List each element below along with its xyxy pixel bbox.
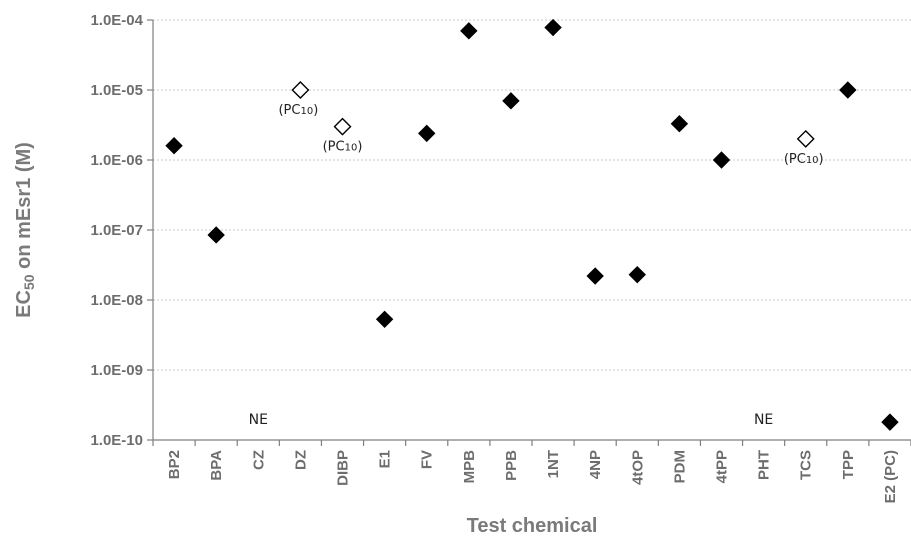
x-tick-label: 4tOP — [629, 450, 646, 485]
data-point — [712, 151, 731, 169]
y-tick-label: 1.0E-05 — [90, 82, 143, 99]
y-tick-label: 1.0E-09 — [90, 362, 143, 379]
pc10-annotation: (PC10) — [278, 103, 318, 118]
annotations: (PC10) (PC10) (PC10) NE NE — [249, 103, 824, 428]
x-tick-label: TPP — [840, 450, 857, 479]
data-point — [502, 92, 520, 110]
x-tick-label: E2 (PC) — [882, 450, 899, 503]
y-axis-title-sub: 50 — [21, 274, 37, 290]
x-tick-label: CZ — [250, 450, 267, 470]
data-point-open — [333, 117, 352, 136]
x-axis-title: Test chemical — [467, 515, 598, 537]
gridlines — [153, 19, 911, 371]
data-point-open — [291, 81, 310, 99]
x-tick-label: TCS — [798, 450, 815, 480]
data-point — [670, 114, 689, 133]
data-point — [628, 265, 646, 284]
y-tick-label: 1.0E-10 — [90, 432, 143, 449]
data-point — [165, 137, 183, 155]
data-point — [586, 267, 604, 285]
data-point — [375, 310, 394, 329]
x-tick-label: MPB — [461, 450, 478, 484]
y-tick-label: 1.0E-08 — [90, 292, 143, 309]
data-point-open — [796, 129, 815, 148]
data-point — [544, 18, 562, 37]
y-tick-label: 1.0E-07 — [90, 222, 143, 239]
data-point — [207, 226, 225, 244]
ne-label: NE — [754, 412, 773, 428]
data-point — [460, 22, 478, 40]
x-tick-labels: BP2 BPA CZ DZ DIBP E1 FV MPB PPB 1NT 4NP 4tOP PDM 4tP… — [152, 440, 911, 503]
data-point — [881, 413, 899, 431]
y-tick-label: 1.0E-04 — [90, 12, 143, 29]
x-tick-label: 4tPP — [714, 450, 731, 483]
y-tick-label: 1.0E-06 — [90, 152, 143, 169]
x-tick-label: BP2 — [166, 450, 183, 479]
x-tick-label: DZ — [292, 450, 309, 470]
x-tick-label: 4NP — [587, 450, 604, 479]
data-point — [839, 81, 857, 99]
pc10-annotation: (PC10) — [323, 140, 363, 155]
y-axis-title: EC50 on mEsr1 (M) — [13, 142, 37, 318]
y-axis-title-main: EC — [13, 290, 35, 318]
x-tick-label: FV — [419, 450, 436, 469]
x-tick-label: PHT — [756, 450, 773, 480]
pc10-annotation: (PC10) — [784, 152, 824, 167]
y-tick-labels: 1.0E-10 1.0E-09 1.0E-08 1.0E-07 1.0E-06 1.0E-… — [90, 12, 153, 449]
x-tick-label: PPB — [503, 450, 520, 481]
x-tick-label: BPA — [208, 450, 225, 481]
x-tick-label: PDM — [671, 450, 688, 483]
y-axis-title-rest: on mEsr1 (M) — [13, 142, 35, 274]
x-tick-label: DIBP — [335, 450, 352, 486]
ne-label: NE — [249, 412, 268, 428]
x-tick-label: E1 — [377, 450, 394, 468]
x-tick-label: 1NT — [545, 450, 562, 478]
data-point — [418, 124, 436, 143]
data-points — [165, 18, 899, 431]
